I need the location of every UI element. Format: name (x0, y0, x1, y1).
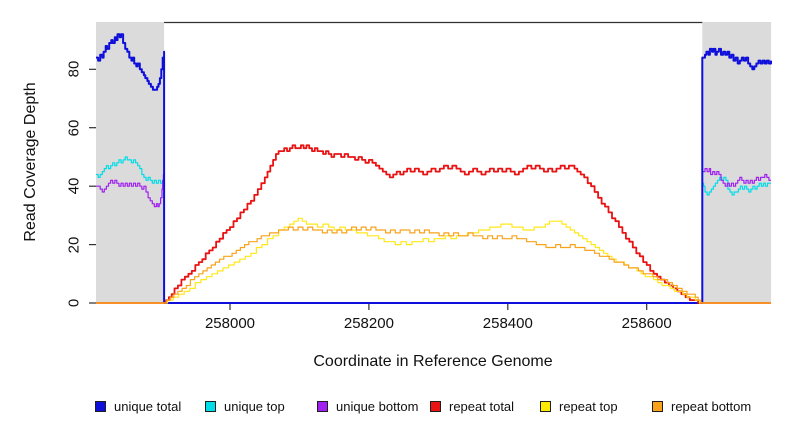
legend-item-repeat-total: repeat total (430, 399, 514, 414)
series-repeat-bottom (96, 226, 771, 304)
legend-label: repeat bottom (671, 399, 752, 414)
legend-item-unique-top: unique top (205, 399, 285, 414)
unique-top-swatch-icon (205, 401, 216, 412)
legend-label: unique total (114, 399, 182, 414)
y-tick-label: 60 (65, 119, 83, 137)
x-tick-label: 258000 (204, 315, 256, 332)
legend-label: unique top (224, 399, 285, 414)
series-unique-top (96, 156, 771, 304)
x-tick-label: 258200 (343, 315, 394, 332)
legend-item-repeat-bottom: repeat bottom (652, 399, 751, 414)
legend-item-repeat-top: repeat top (540, 399, 618, 414)
repeat-total-swatch-icon (430, 401, 441, 412)
unique-bottom-swatch-icon (317, 401, 328, 412)
unique-total-swatch-icon (95, 401, 106, 412)
y-axis-title: Read Coverage Depth (22, 82, 39, 242)
legend-item-unique-bottom: unique bottom (317, 399, 418, 414)
y-tick-label: 40 (65, 177, 83, 195)
masked-region-right (702, 22, 772, 303)
x-tick-label: 258600 (621, 315, 672, 332)
x-axis-title: Coordinate in Reference Genome (313, 353, 553, 370)
repeat-top-swatch-icon (540, 401, 551, 412)
legend-label: repeat total (449, 399, 515, 414)
legend-label: unique bottom (336, 399, 419, 414)
legend-label: repeat top (559, 399, 618, 414)
y-tick-label: 0 (65, 298, 83, 308)
x-tick-label: 258400 (482, 315, 533, 332)
y-tick-label: 20 (65, 236, 83, 253)
masked-region-left (96, 22, 165, 303)
repeat-bottom-swatch-icon (652, 401, 663, 412)
series-repeat-top (96, 217, 771, 304)
series-repeat-total (96, 144, 771, 304)
legend-item-unique-total: unique total (95, 399, 181, 414)
series-unique-total (96, 33, 772, 304)
y-tick-label: 80 (65, 60, 83, 78)
